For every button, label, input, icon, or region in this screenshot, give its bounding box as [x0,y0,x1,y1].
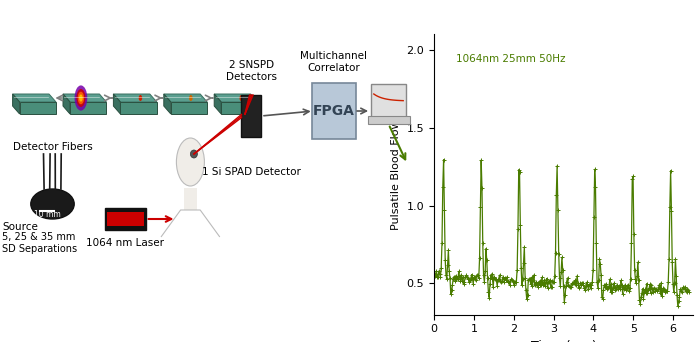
Polygon shape [164,94,207,102]
Ellipse shape [76,89,85,107]
Ellipse shape [79,94,83,102]
Polygon shape [113,94,120,114]
FancyBboxPatch shape [312,83,356,139]
Ellipse shape [176,138,204,186]
Polygon shape [70,102,106,114]
Y-axis label: Pulsatile Blood Flow: Pulsatile Blood Flow [391,119,401,230]
Polygon shape [214,94,221,114]
Ellipse shape [189,95,192,101]
Text: 1064nm 25mm 50Hz: 1064nm 25mm 50Hz [456,54,566,64]
FancyBboxPatch shape [105,208,146,230]
Polygon shape [164,94,171,114]
Polygon shape [63,94,70,114]
Polygon shape [13,94,20,114]
Text: FPGA: FPGA [313,104,355,118]
Polygon shape [171,102,207,114]
Ellipse shape [74,86,88,110]
Text: 10 mm: 10 mm [34,210,60,219]
Text: 2 SNSPD
Detectors: 2 SNSPD Detectors [226,61,276,82]
Polygon shape [20,102,56,114]
X-axis label: Time (sec): Time (sec) [531,340,596,342]
Text: 5, 25 & 35 mm
SD Separations: 5, 25 & 35 mm SD Separations [2,232,77,254]
Polygon shape [221,102,258,114]
Polygon shape [13,94,56,102]
Text: Multichannel
Correlator: Multichannel Correlator [300,51,368,73]
Polygon shape [113,94,157,102]
Bar [184,188,197,210]
Text: 1064 nm Laser: 1064 nm Laser [86,238,164,248]
Polygon shape [63,94,106,102]
Ellipse shape [78,92,84,104]
FancyBboxPatch shape [368,116,409,124]
Text: Detector Fibers: Detector Fibers [13,142,92,152]
Ellipse shape [190,150,197,158]
Polygon shape [214,94,258,102]
Text: 1 Si SPAD Detector: 1 Si SPAD Detector [202,167,301,177]
Text: Source: Source [2,222,38,232]
FancyBboxPatch shape [107,212,144,226]
Polygon shape [120,102,157,114]
FancyBboxPatch shape [241,95,261,137]
Ellipse shape [139,95,142,101]
Ellipse shape [239,95,243,101]
Ellipse shape [31,189,74,219]
FancyBboxPatch shape [371,84,406,118]
